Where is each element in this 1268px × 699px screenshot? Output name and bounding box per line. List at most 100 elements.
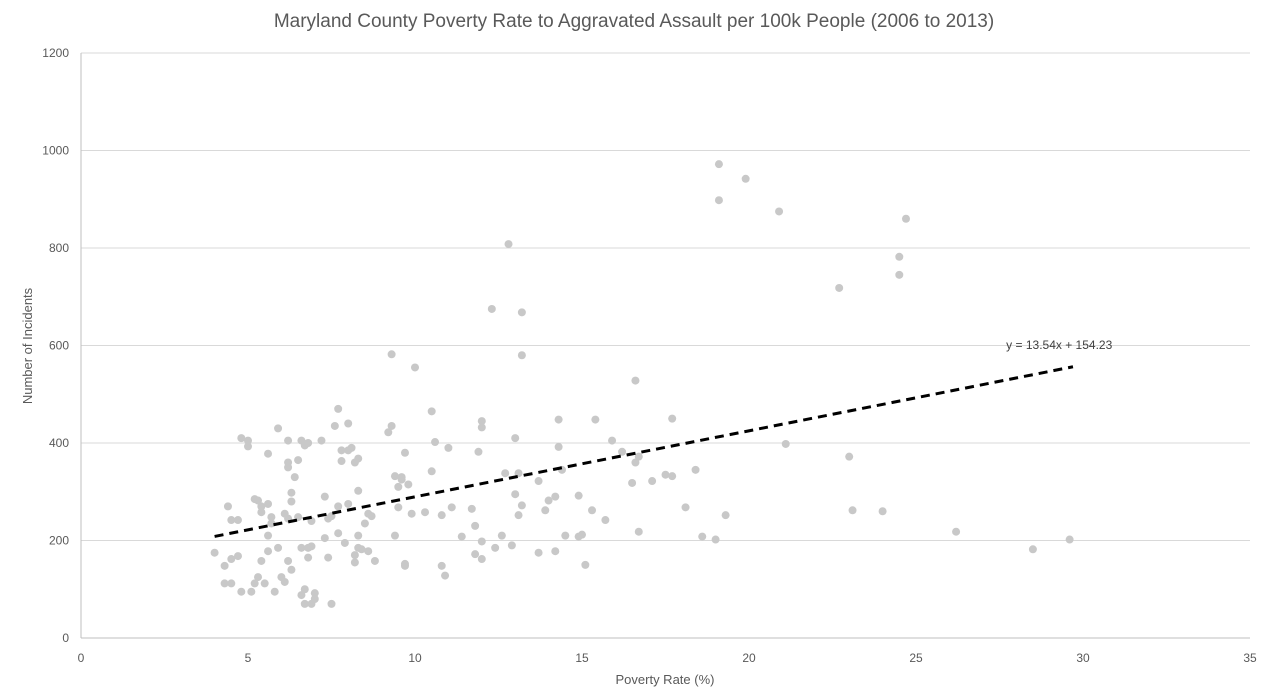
data-point bbox=[297, 543, 306, 552]
data-point bbox=[634, 527, 643, 536]
data-point bbox=[441, 571, 450, 580]
data-point bbox=[698, 532, 707, 541]
data-point bbox=[477, 423, 486, 432]
data-point bbox=[317, 436, 326, 445]
data-point bbox=[901, 214, 910, 223]
data-point bbox=[390, 472, 399, 481]
data-point bbox=[544, 496, 553, 505]
trendline-layer: y = 13.54x + 154.23 bbox=[214, 338, 1113, 538]
trendline bbox=[214, 365, 1074, 538]
data-point bbox=[267, 519, 276, 528]
data-point bbox=[264, 449, 273, 458]
x-tick-label: 0 bbox=[78, 651, 85, 665]
data-point bbox=[457, 532, 466, 541]
data-point bbox=[895, 252, 904, 261]
data-point bbox=[367, 512, 376, 521]
data-point bbox=[270, 587, 279, 596]
data-point bbox=[407, 509, 416, 518]
data-point bbox=[467, 504, 476, 513]
gridlines bbox=[81, 52, 1250, 541]
data-point bbox=[648, 477, 657, 486]
data-point bbox=[551, 547, 560, 556]
data-point bbox=[330, 421, 339, 430]
data-point bbox=[337, 446, 346, 455]
y-tick-label: 600 bbox=[49, 339, 69, 353]
data-point bbox=[233, 552, 242, 561]
data-point bbox=[350, 551, 359, 560]
data-point bbox=[534, 477, 543, 486]
x-tick-label: 30 bbox=[1076, 651, 1090, 665]
data-point bbox=[257, 556, 266, 565]
trendline-equation: y = 13.54x + 154.23 bbox=[1006, 338, 1112, 352]
data-point bbox=[264, 499, 273, 508]
data-point bbox=[517, 351, 526, 360]
data-point bbox=[267, 513, 276, 522]
data-point bbox=[274, 424, 283, 433]
data-point bbox=[384, 428, 393, 437]
data-point bbox=[628, 478, 637, 487]
data-point bbox=[210, 548, 219, 557]
data-point bbox=[334, 404, 343, 413]
x-tick-label: 15 bbox=[575, 651, 589, 665]
data-point bbox=[421, 508, 430, 517]
data-point bbox=[878, 507, 887, 516]
data-point bbox=[257, 508, 266, 517]
y-tick-label: 800 bbox=[49, 241, 69, 255]
data-point bbox=[427, 407, 436, 416]
data-point bbox=[227, 516, 236, 525]
data-point bbox=[504, 240, 513, 249]
data-point bbox=[601, 516, 610, 525]
data-point bbox=[290, 473, 299, 482]
data-point bbox=[471, 550, 480, 559]
data-point bbox=[274, 543, 283, 552]
data-point bbox=[310, 589, 319, 598]
data-point bbox=[781, 439, 790, 448]
data-point bbox=[284, 463, 293, 472]
data-point bbox=[244, 436, 252, 445]
data-point bbox=[297, 591, 306, 600]
data-point bbox=[411, 363, 419, 372]
data-point bbox=[427, 467, 436, 476]
data-point bbox=[287, 488, 296, 497]
data-point bbox=[952, 527, 961, 536]
data-point bbox=[284, 436, 293, 445]
data-point bbox=[668, 414, 677, 423]
data-point bbox=[284, 556, 293, 565]
data-point bbox=[390, 531, 399, 540]
data-point bbox=[344, 499, 353, 508]
data-point bbox=[254, 573, 263, 582]
data-point bbox=[554, 415, 563, 424]
data-point bbox=[661, 470, 670, 479]
data-point bbox=[517, 501, 526, 510]
data-point bbox=[250, 579, 259, 588]
data-point bbox=[320, 492, 329, 501]
data-point bbox=[721, 511, 730, 520]
data-point bbox=[561, 531, 570, 540]
data-point bbox=[775, 207, 784, 216]
data-point bbox=[437, 511, 446, 520]
data-point bbox=[364, 547, 373, 556]
data-point bbox=[260, 579, 269, 588]
data-point bbox=[444, 443, 453, 452]
data-point bbox=[845, 452, 854, 461]
data-point bbox=[578, 530, 586, 539]
data-point bbox=[477, 537, 486, 546]
data-point bbox=[431, 438, 440, 447]
data-point bbox=[848, 506, 857, 515]
data-point bbox=[474, 447, 483, 456]
data-point bbox=[588, 506, 597, 515]
data-point bbox=[447, 503, 456, 512]
data-point bbox=[668, 472, 677, 481]
data-point bbox=[354, 454, 363, 463]
data-point bbox=[404, 480, 413, 489]
data-point bbox=[370, 556, 379, 565]
data-point bbox=[895, 270, 904, 279]
data-point bbox=[397, 475, 406, 484]
y-tick-label: 1000 bbox=[42, 144, 69, 158]
data-point bbox=[511, 490, 520, 499]
data-point bbox=[574, 491, 583, 500]
data-point bbox=[631, 458, 640, 467]
data-point bbox=[477, 417, 486, 426]
